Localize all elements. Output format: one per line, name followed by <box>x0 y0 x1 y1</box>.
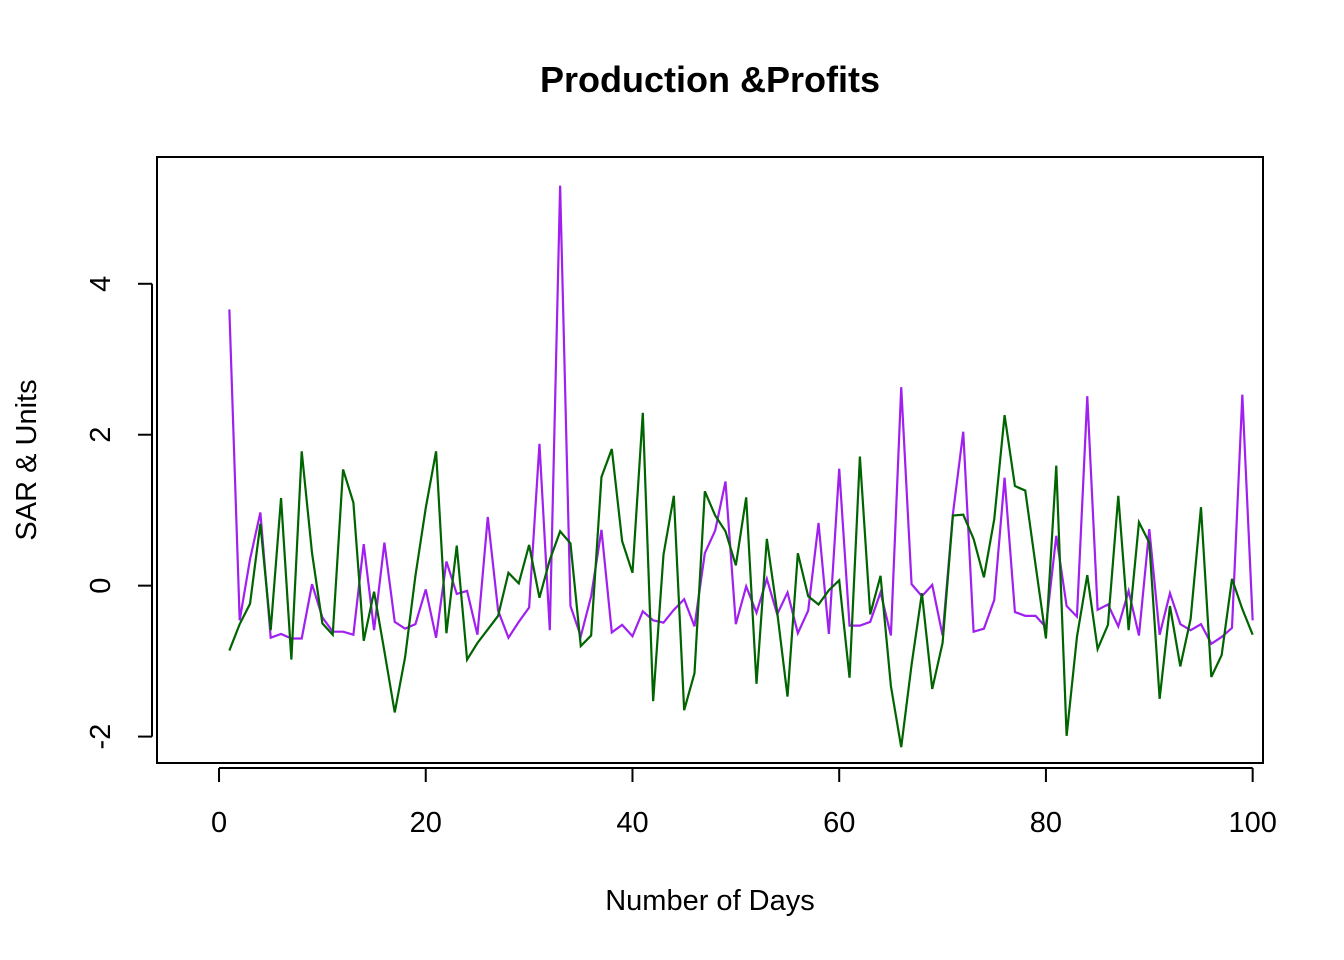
y-axis-label: SAR & Units <box>11 379 43 540</box>
y-tick-label: -2 <box>85 724 117 750</box>
x-axis: 0 20 40 60 80 100 <box>211 767 1277 839</box>
chart-title: Production &Profits <box>540 59 880 100</box>
x-tick-label: 0 <box>211 807 227 839</box>
x-tick-label: 20 <box>410 807 442 839</box>
x-tick-label: 100 <box>1228 807 1276 839</box>
y-tick-label: 2 <box>85 427 117 443</box>
series-line-2 <box>228 412 1254 748</box>
y-axis: -2 0 2 4 <box>85 276 153 750</box>
x-tick-label: 40 <box>616 807 648 839</box>
series-line-1 <box>228 185 1254 646</box>
x-tick-label: 80 <box>1030 807 1062 839</box>
y-tick-label: 0 <box>85 578 117 594</box>
y-tick-label: 4 <box>85 276 117 292</box>
plot-area-border <box>156 156 1264 764</box>
x-tick-label: 60 <box>823 807 855 839</box>
x-axis-label: Number of Days <box>605 885 815 917</box>
series-layer <box>228 185 1254 748</box>
